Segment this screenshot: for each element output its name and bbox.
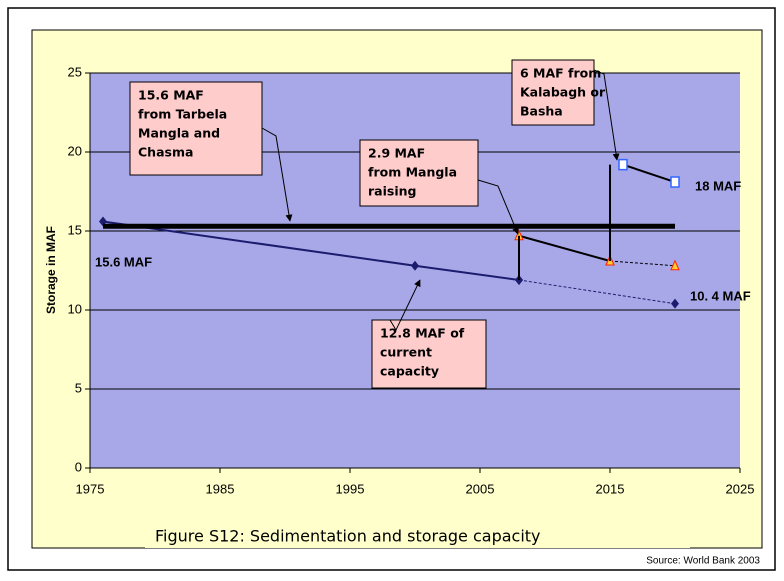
data-label: 18 MAF: [695, 178, 741, 193]
callout-text: Kalabagh or: [520, 85, 606, 100]
caption-box: [145, 522, 690, 548]
callout-text: capacity: [380, 364, 439, 379]
callout-arrow: [261, 127, 293, 222]
frame: [7, 7, 776, 571]
point: [670, 176, 680, 188]
data-label: 10. 4 MAF: [690, 288, 751, 303]
callout-text: 15.6 MAF: [138, 88, 204, 103]
callout-arrow: [389, 279, 421, 332]
callout-text: 2.9 MAF: [368, 146, 425, 161]
callout-text: 12.8 MAF of: [380, 326, 465, 341]
callout-text: Basha: [520, 104, 563, 119]
source: Source: World Bank 2003: [646, 556, 760, 567]
y-tick-label: 5: [75, 380, 82, 395]
callout-text: 6 MAF from: [520, 66, 601, 81]
callout-text: from Mangla: [368, 165, 457, 180]
callout-arrow: [477, 179, 519, 235]
callout-text: raising: [368, 184, 416, 199]
y-tick-label: 15: [68, 222, 82, 237]
callout: 15.6 MAF from Tarbela Mangla and Chasma: [129, 81, 263, 176]
callout-text: from Tarbela: [138, 107, 227, 122]
callout-text: Mangla and: [138, 126, 220, 141]
x-tick-label: 2005: [466, 481, 495, 496]
callout-box: [511, 59, 595, 126]
y-tick-label: 0: [75, 459, 82, 474]
point: [411, 260, 419, 271]
point: [670, 259, 680, 271]
callout-box: [129, 81, 263, 176]
data-label: 15.6 MAF: [95, 254, 152, 269]
point: [618, 158, 628, 171]
callout: 2.9 MAF from Mangla raising: [359, 139, 479, 207]
callout-box: [359, 139, 479, 207]
callout: 12.8 MAF of current capacity: [371, 319, 487, 389]
x-tick-label: 1985: [206, 481, 235, 496]
series-line: [518, 234, 611, 262]
y-tick-label: 20: [68, 143, 82, 158]
callout-text: Chasma: [138, 145, 193, 160]
callout: 6 MAF from Kalabagh or Basha: [511, 59, 606, 126]
callout-box: [371, 319, 487, 389]
series-line: [622, 163, 676, 183]
x-tick-label: 2015: [596, 481, 625, 496]
point: [671, 298, 679, 309]
callout-arrow: [593, 69, 620, 161]
x-tick-label: 1995: [336, 481, 365, 496]
x-tick-label: 1975: [76, 481, 105, 496]
caption: Figure S12: Sedimentation and storage ca…: [155, 527, 541, 546]
y-tick-label: 25: [68, 64, 82, 79]
y-tick-label: 10: [68, 301, 82, 316]
series-line: [609, 260, 676, 267]
callout-text: current: [380, 345, 432, 360]
x-tick-label: 2025: [726, 481, 755, 496]
series-line: [518, 279, 676, 305]
y-axis-label: Storage in MAF: [44, 226, 58, 314]
